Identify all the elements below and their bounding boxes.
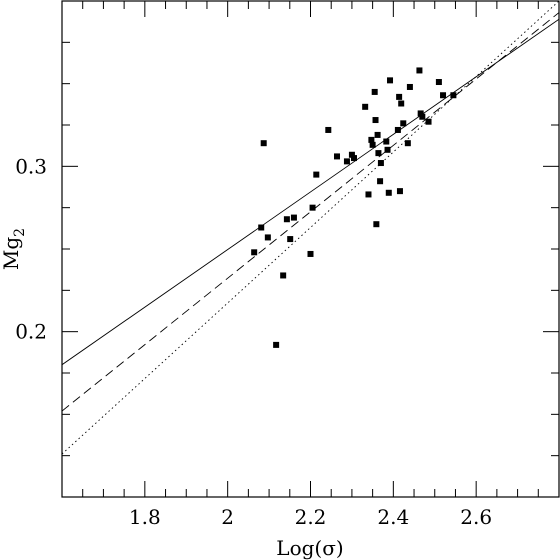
- data-point: [384, 146, 391, 153]
- data-point: [372, 117, 379, 124]
- data-point: [435, 79, 442, 86]
- fit-line-solid: [62, 18, 559, 366]
- data-point: [290, 214, 297, 221]
- data-point: [394, 126, 401, 133]
- fit-line-dotted: [62, 1, 559, 455]
- data-point: [258, 224, 265, 231]
- x-tick-label: 2.2: [295, 505, 327, 529]
- data-point: [343, 158, 350, 165]
- data-point: [280, 272, 287, 279]
- data-point: [396, 188, 403, 195]
- fit-lines: [62, 1, 559, 455]
- data-point: [283, 216, 290, 223]
- data-point: [440, 92, 447, 99]
- data-point: [264, 234, 271, 241]
- data-point: [375, 150, 382, 157]
- data-point: [273, 341, 280, 348]
- data-point: [309, 204, 316, 211]
- data-point: [450, 92, 457, 99]
- data-point: [406, 83, 413, 90]
- fit-line-dashed: [62, 12, 559, 412]
- data-point: [377, 178, 384, 185]
- data-point: [371, 88, 378, 95]
- y-axis-label: Mg2: [0, 228, 28, 270]
- data-point: [387, 77, 394, 84]
- data-point: [287, 236, 294, 243]
- data-point: [368, 136, 375, 143]
- data-point: [365, 191, 372, 198]
- axis-ticks: [62, 1, 559, 497]
- data-point: [369, 141, 376, 148]
- data-point: [325, 126, 332, 133]
- data-point: [251, 249, 258, 256]
- data-point: [425, 118, 432, 125]
- data-point: [400, 120, 407, 127]
- x-tick-label: 1.8: [129, 505, 161, 529]
- data-point: [313, 171, 320, 178]
- y-tick-label: 0.2: [15, 320, 47, 344]
- data-point: [377, 160, 384, 167]
- data-point: [348, 151, 355, 158]
- data-point: [404, 140, 411, 147]
- data-points: [251, 67, 457, 348]
- data-point: [416, 67, 423, 74]
- data-point: [307, 250, 314, 257]
- data-point: [373, 221, 380, 228]
- tick-labels: 1.8 2 2.2 2.4 2.6 0.2 0.3: [15, 154, 492, 529]
- plot-frame: [61, 0, 560, 498]
- data-point: [374, 131, 381, 138]
- x-tick-label: 2.6: [460, 505, 492, 529]
- data-point: [419, 113, 426, 120]
- data-point: [398, 100, 405, 107]
- data-point: [260, 140, 267, 147]
- y-axis-label-main: Mg: [0, 237, 23, 270]
- y-axis-label-subscript: 2: [12, 228, 28, 237]
- data-point: [350, 155, 357, 162]
- data-point: [334, 153, 341, 160]
- y-tick-label: 0.3: [15, 154, 47, 178]
- data-point: [383, 138, 390, 145]
- data-point: [362, 103, 369, 110]
- data-point: [385, 189, 392, 196]
- x-tick-label: 2: [221, 505, 234, 529]
- x-axis-label: Log(σ): [276, 536, 343, 560]
- x-tick-label: 2.4: [377, 505, 409, 529]
- data-point: [396, 93, 403, 100]
- data-point: [417, 110, 424, 117]
